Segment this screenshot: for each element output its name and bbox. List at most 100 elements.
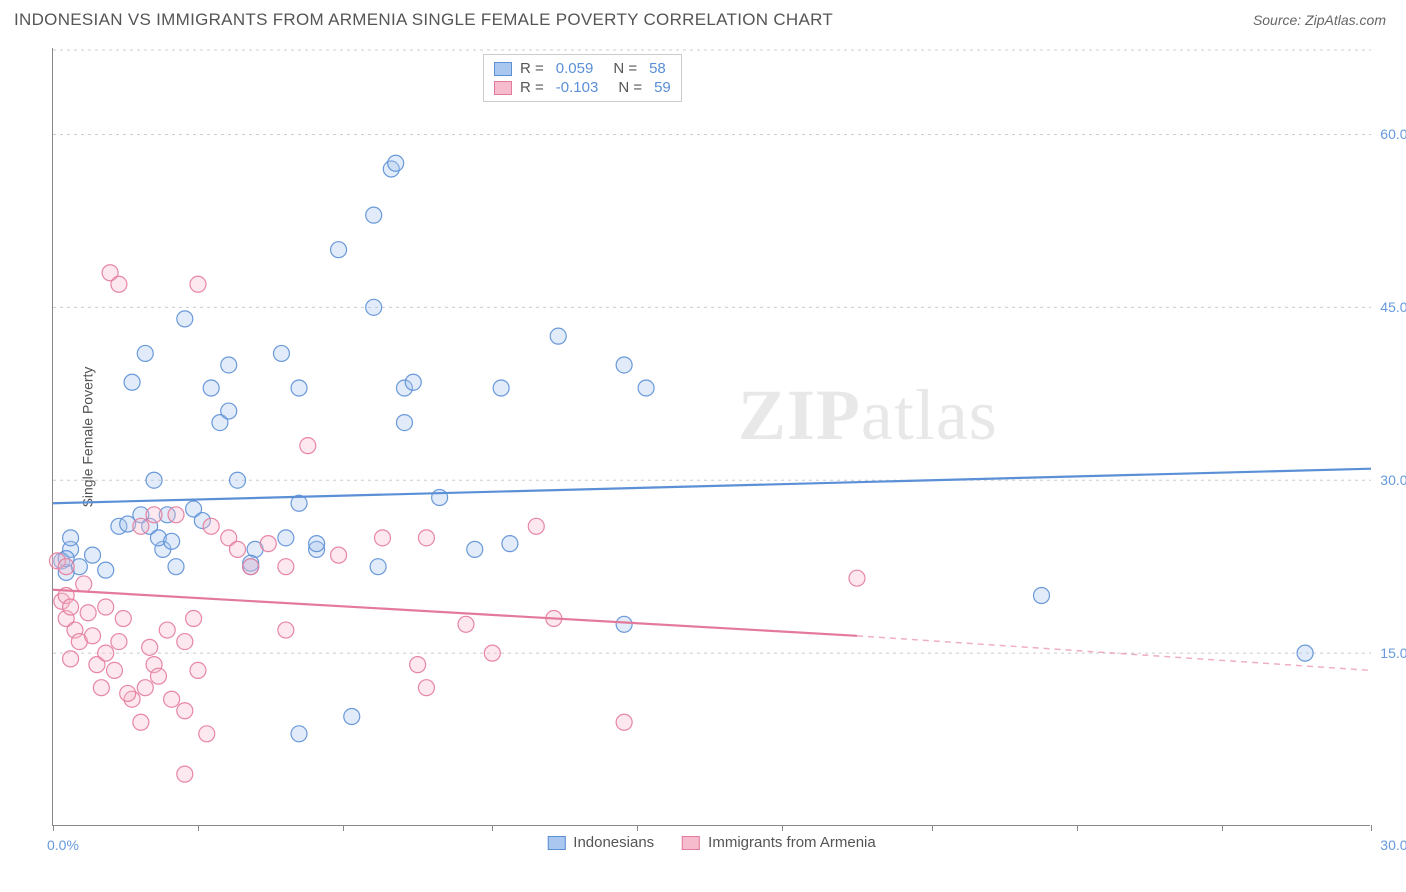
data-point xyxy=(1034,587,1050,603)
data-point xyxy=(177,703,193,719)
data-point xyxy=(528,518,544,534)
legend-item-0: Indonesians xyxy=(547,834,654,851)
legend-bottom-label-1: Immigrants from Armenia xyxy=(708,834,876,851)
y-tick-label: 45.0% xyxy=(1380,299,1406,315)
data-point xyxy=(291,380,307,396)
data-point xyxy=(177,634,193,650)
data-point xyxy=(396,415,412,431)
data-point xyxy=(137,345,153,361)
y-tick-label: 60.0% xyxy=(1380,126,1406,142)
data-point xyxy=(221,357,237,373)
data-point xyxy=(230,541,246,557)
chart-plot-area: Single Female Poverty ZIPatlas R = 0.059… xyxy=(52,48,1370,826)
data-point xyxy=(85,547,101,563)
data-point xyxy=(137,680,153,696)
data-point xyxy=(366,299,382,315)
legend-r-value-0: 0.059 xyxy=(556,60,594,77)
data-point xyxy=(388,155,404,171)
data-point xyxy=(616,616,632,632)
x-tick-mark xyxy=(492,825,493,831)
data-point xyxy=(98,645,114,661)
scatter-plot-svg xyxy=(53,48,1370,825)
data-point xyxy=(291,726,307,742)
data-point xyxy=(410,657,426,673)
data-point xyxy=(550,328,566,344)
data-point xyxy=(243,559,259,575)
legend-bottom-label-0: Indonesians xyxy=(573,834,654,851)
data-point xyxy=(190,276,206,292)
data-point xyxy=(849,570,865,586)
x-tick-mark xyxy=(198,825,199,831)
series-group xyxy=(49,155,1313,782)
data-point xyxy=(278,622,294,638)
data-point xyxy=(458,616,474,632)
chart-title: INDONESIAN VS IMMIGRANTS FROM ARMENIA SI… xyxy=(14,10,833,30)
x-tick-mark xyxy=(1371,825,1372,831)
data-point xyxy=(124,374,140,390)
data-point xyxy=(142,639,158,655)
data-point xyxy=(260,536,276,552)
data-point xyxy=(133,714,149,730)
data-point xyxy=(190,662,206,678)
data-point xyxy=(309,536,325,552)
data-point xyxy=(199,726,215,742)
legend-r-label-1: R = xyxy=(520,79,544,96)
data-point xyxy=(168,507,184,523)
data-point xyxy=(115,611,131,627)
x-axis-min-label: 0.0% xyxy=(47,837,79,853)
legend-swatch-1 xyxy=(494,81,512,95)
data-point xyxy=(133,518,149,534)
data-point xyxy=(120,685,136,701)
data-point xyxy=(344,709,360,725)
data-point xyxy=(273,345,289,361)
data-point xyxy=(484,645,500,661)
data-point xyxy=(331,242,347,258)
data-point xyxy=(616,357,632,373)
source-attribution: Source: ZipAtlas.com xyxy=(1253,12,1386,28)
data-point xyxy=(418,680,434,696)
data-point xyxy=(63,651,79,667)
correlation-legend: R = 0.059 N = 58 R = -0.103 N = 59 xyxy=(483,54,682,102)
data-point xyxy=(221,403,237,419)
legend-r-label-0: R = xyxy=(520,60,544,77)
data-point xyxy=(418,530,434,546)
x-tick-mark xyxy=(53,825,54,831)
legend-row-0: R = 0.059 N = 58 xyxy=(494,59,671,78)
legend-n-label-1: N = xyxy=(618,79,642,96)
x-axis-max-label: 30.0% xyxy=(1380,837,1406,853)
data-point xyxy=(203,380,219,396)
data-point xyxy=(63,530,79,546)
data-point xyxy=(85,628,101,644)
legend-row-1: R = -0.103 N = 59 xyxy=(494,78,671,97)
data-point xyxy=(98,562,114,578)
data-point xyxy=(168,559,184,575)
data-point xyxy=(111,276,127,292)
data-point xyxy=(203,518,219,534)
data-point xyxy=(63,599,79,615)
legend-n-label-0: N = xyxy=(613,60,637,77)
y-tick-label: 30.0% xyxy=(1380,472,1406,488)
x-tick-mark xyxy=(637,825,638,831)
data-point xyxy=(76,576,92,592)
legend-swatch-0 xyxy=(494,62,512,76)
y-tick-label: 15.0% xyxy=(1380,645,1406,661)
data-point xyxy=(177,311,193,327)
data-point xyxy=(502,536,518,552)
data-point xyxy=(467,541,483,557)
x-tick-mark xyxy=(1222,825,1223,831)
data-point xyxy=(278,559,294,575)
data-point xyxy=(493,380,509,396)
data-point xyxy=(186,611,202,627)
legend-r-value-1: -0.103 xyxy=(556,79,599,96)
legend-n-value-1: 59 xyxy=(654,79,671,96)
data-point xyxy=(331,547,347,563)
data-point xyxy=(230,472,246,488)
data-point xyxy=(616,714,632,730)
data-point xyxy=(164,691,180,707)
data-point xyxy=(93,680,109,696)
data-point xyxy=(370,559,386,575)
data-point xyxy=(98,599,114,615)
data-point xyxy=(375,530,391,546)
x-tick-mark xyxy=(782,825,783,831)
data-point xyxy=(146,472,162,488)
